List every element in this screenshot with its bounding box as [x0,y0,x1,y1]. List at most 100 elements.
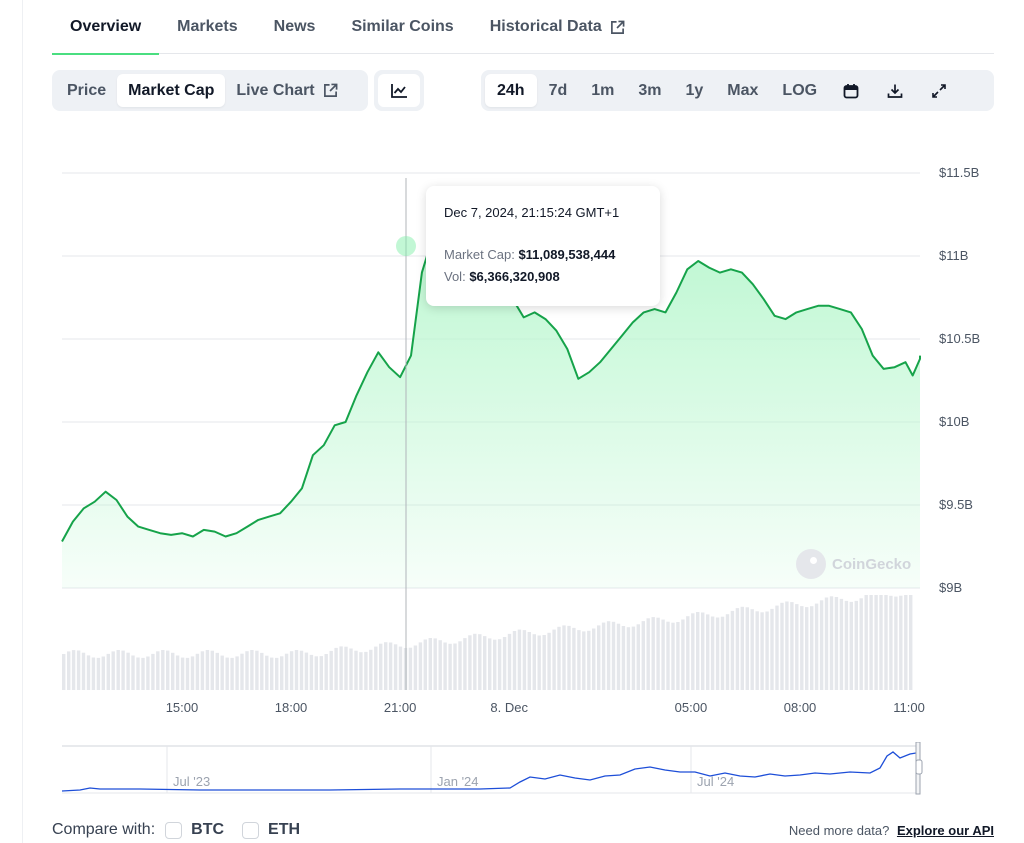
explore-api-link[interactable]: Explore our API [896,822,994,838]
volume-bar [393,644,398,690]
price-button[interactable]: Price [56,74,117,107]
calendar-button[interactable] [829,74,873,107]
external-link-icon [323,83,338,97]
coingecko-watermark: CoinGecko [796,549,911,579]
volume-bar [190,656,195,690]
volume-bar [909,595,913,690]
y-tick-label: $11B [939,248,969,263]
compare-label: Compare with: [52,821,156,838]
tab-markets[interactable]: Markets [159,0,255,54]
fullscreen-button[interactable] [917,74,961,107]
volume-bar [388,642,393,690]
download-button[interactable] [873,74,917,107]
volume-bar [180,657,185,690]
navigator-label-jul23: Jul '23 [173,774,211,789]
volume-bar [423,639,427,690]
volume-bar [245,651,249,690]
volume-bar [725,614,730,690]
volume-bar [844,600,849,690]
volume-bar [349,648,353,690]
eth-checkbox-box[interactable] [242,821,260,839]
market-cap-button[interactable]: Market Cap [117,74,226,107]
y-tick-label: $10B [939,414,970,429]
tab-historical-data[interactable]: Historical Data [472,0,643,54]
tooltip-vol-value: $6,366,320,908 [469,269,560,284]
volume-bar [62,654,66,690]
volume-bar [760,612,764,690]
time-range-toggle: 24h 7d 1m 3m 1y Max LOG [481,70,994,111]
volume-bar [96,657,101,690]
more-data-note: Need more data? Explore our API [789,823,994,838]
x-tick-label: 18:00 [274,700,308,715]
range-7d-button[interactable]: 7d [537,74,580,107]
volume-bar [359,652,363,690]
range-3m-label: 3m [638,81,662,99]
volume-bar [175,655,180,690]
range-24h-label: 24h [497,81,525,99]
volume-bar [532,634,536,690]
volume-bar [126,652,130,690]
tooltip-cap-label: Market Cap: [444,247,515,262]
volume-bar [805,607,809,690]
volume-bar [294,650,299,690]
download-icon [887,84,903,98]
volume-bar [567,625,571,690]
volume-bar [715,617,720,690]
tab-news[interactable]: News [256,0,334,54]
y-tick-label: $9B [939,580,963,595]
tab-similar-coins[interactable]: Similar Coins [333,0,471,54]
coin-tabs: Overview Markets News Similar Coins Hist… [52,0,994,55]
volume-bar [790,602,794,690]
volume-bar [542,635,546,690]
volume-bar [785,601,789,690]
range-max-button[interactable]: Max [715,74,770,107]
market-cap-chart[interactable]: $11.5B $11B $10.5B $10B $9.5B $9B 15:00 18:00 2… [0,150,1024,730]
volume-bar [136,657,140,690]
volume-bar [656,617,660,690]
volume-bar [691,613,695,690]
volume-bar [636,624,640,690]
volume-bar [210,650,214,690]
line-chart-button[interactable] [378,74,420,107]
range-navigator[interactable]: Jul '23 Jan '24 Jul '24 [0,741,1024,798]
volume-bar [884,595,888,690]
volume-bar [67,651,71,690]
volume-bar [265,655,269,690]
volume-bar [215,652,219,690]
y-tick-label: $10.5B [939,331,981,346]
volume-bar [493,639,497,690]
navigator-handle-grip[interactable] [915,759,923,775]
volume-bar [864,595,868,690]
x-tick-label: 08:00 [783,700,817,715]
log-scale-button[interactable]: LOG [770,74,829,107]
price-button-label: Price [67,81,107,99]
compare-eth-checkbox[interactable]: ETH [242,821,300,839]
volume-bar [824,597,829,690]
volume-bar [413,645,418,690]
volume-bar [616,623,621,690]
volume-bar [819,600,824,690]
volume-bar [111,651,115,690]
live-chart-button-label: Live Chart [236,81,315,99]
volume-bar [255,650,259,690]
volume-bar [205,650,210,690]
range-3m-button[interactable]: 3m [626,74,673,107]
tooltip-vol-label: Vol: [444,269,466,284]
live-chart-button[interactable]: Live Chart [225,74,348,107]
tab-overview[interactable]: Overview [52,0,160,55]
range-1m-button[interactable]: 1m [579,74,626,107]
volume-bar [527,632,531,690]
market-cap-button-label: Market Cap [128,81,215,99]
volume-bar [601,622,606,690]
volume-bar [270,657,274,690]
range-1y-button[interactable]: 1y [674,74,716,107]
compare-btc-checkbox[interactable]: BTC [165,821,224,839]
volume-bar [309,654,314,690]
btc-checkbox-box[interactable] [165,821,183,839]
volume-bar [696,612,700,690]
volume-bar [641,621,645,690]
range-24h-button[interactable]: 24h [485,74,537,107]
volume-bar [116,650,120,690]
volume-bar [894,596,898,690]
volume-bar [453,643,457,690]
